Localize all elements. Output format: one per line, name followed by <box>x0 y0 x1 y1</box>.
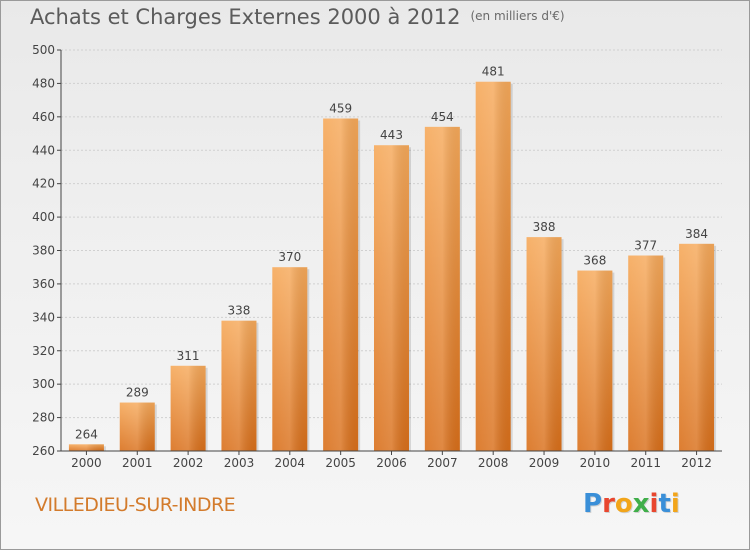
y-tick-label: 460 <box>32 110 55 124</box>
data-label: 377 <box>634 239 657 253</box>
y-tick-label: 320 <box>32 344 55 358</box>
y-tick-label: 280 <box>32 411 55 425</box>
logo-letter: P <box>583 489 603 519</box>
x-tick-label: 2005 <box>325 456 356 470</box>
bar-highlight <box>679 243 715 451</box>
data-label: 289 <box>126 386 149 400</box>
bar-highlight <box>475 81 511 451</box>
logo-letter: x <box>632 489 650 519</box>
commune-name: VILLEDIEU-SUR-INDRE <box>35 494 236 516</box>
bar-highlight <box>272 267 308 451</box>
y-tick-label: 480 <box>32 76 55 90</box>
bar-highlight <box>221 320 257 451</box>
logo-letter: t <box>658 489 671 519</box>
x-tick-label: 2008 <box>478 456 509 470</box>
bar-highlight <box>628 255 664 451</box>
y-tick-label: 380 <box>32 244 55 258</box>
x-tick-label: 2010 <box>580 456 611 470</box>
logo-letter: i <box>670 489 680 519</box>
bar-highlight <box>577 270 613 451</box>
data-label: 388 <box>533 220 556 234</box>
data-label: 384 <box>685 227 708 241</box>
x-tick-label: 2006 <box>376 456 407 470</box>
x-tick-label: 2003 <box>224 456 255 470</box>
data-label: 481 <box>482 65 505 79</box>
x-tick-label: 2002 <box>173 456 204 470</box>
data-label: 311 <box>177 349 200 363</box>
x-tick-label: 2000 <box>71 456 102 470</box>
y-tick-label: 340 <box>32 310 55 324</box>
logo-letter: o <box>614 489 633 519</box>
data-label: 459 <box>329 102 352 116</box>
data-label: 368 <box>583 254 606 268</box>
x-tick-label: 2011 <box>630 456 661 470</box>
y-tick-label: 420 <box>32 177 55 191</box>
bar-highlight <box>68 444 104 451</box>
y-tick-label: 360 <box>32 277 55 291</box>
y-tick-label: 260 <box>32 444 55 458</box>
y-tick-label: 440 <box>32 143 55 157</box>
chart-title: Achats et Charges Externes 2000 à 2012 (e… <box>30 5 565 29</box>
data-label: 338 <box>228 304 251 318</box>
bar-highlight <box>526 237 562 451</box>
x-tick-label: 2007 <box>427 456 458 470</box>
x-tick-label: 2009 <box>529 456 560 470</box>
data-label: 264 <box>75 427 98 441</box>
bar-highlight <box>170 365 206 451</box>
proxiti-logo: Proxiti <box>583 489 680 519</box>
data-label: 443 <box>380 128 403 142</box>
y-tick-label: 400 <box>32 210 55 224</box>
x-tick-label: 2004 <box>275 456 306 470</box>
bar-highlight <box>374 145 409 452</box>
bar-highlight <box>323 118 359 452</box>
bar-highlight <box>119 402 155 451</box>
chart-title-text: Achats et Charges Externes 2000 à 2012 <box>30 5 461 29</box>
logo-letter: r <box>602 489 615 519</box>
y-tick-label: 500 <box>32 43 55 57</box>
bar-highlight <box>424 126 460 451</box>
chart-subtitle: (en milliers d'€) <box>470 9 565 23</box>
logo-letter: i <box>649 489 659 519</box>
x-tick-label: 2012 <box>681 456 712 470</box>
x-tick-label: 2001 <box>122 456 153 470</box>
data-label: 454 <box>431 110 454 124</box>
y-tick-label: 300 <box>32 377 55 391</box>
data-label: 370 <box>278 250 301 264</box>
